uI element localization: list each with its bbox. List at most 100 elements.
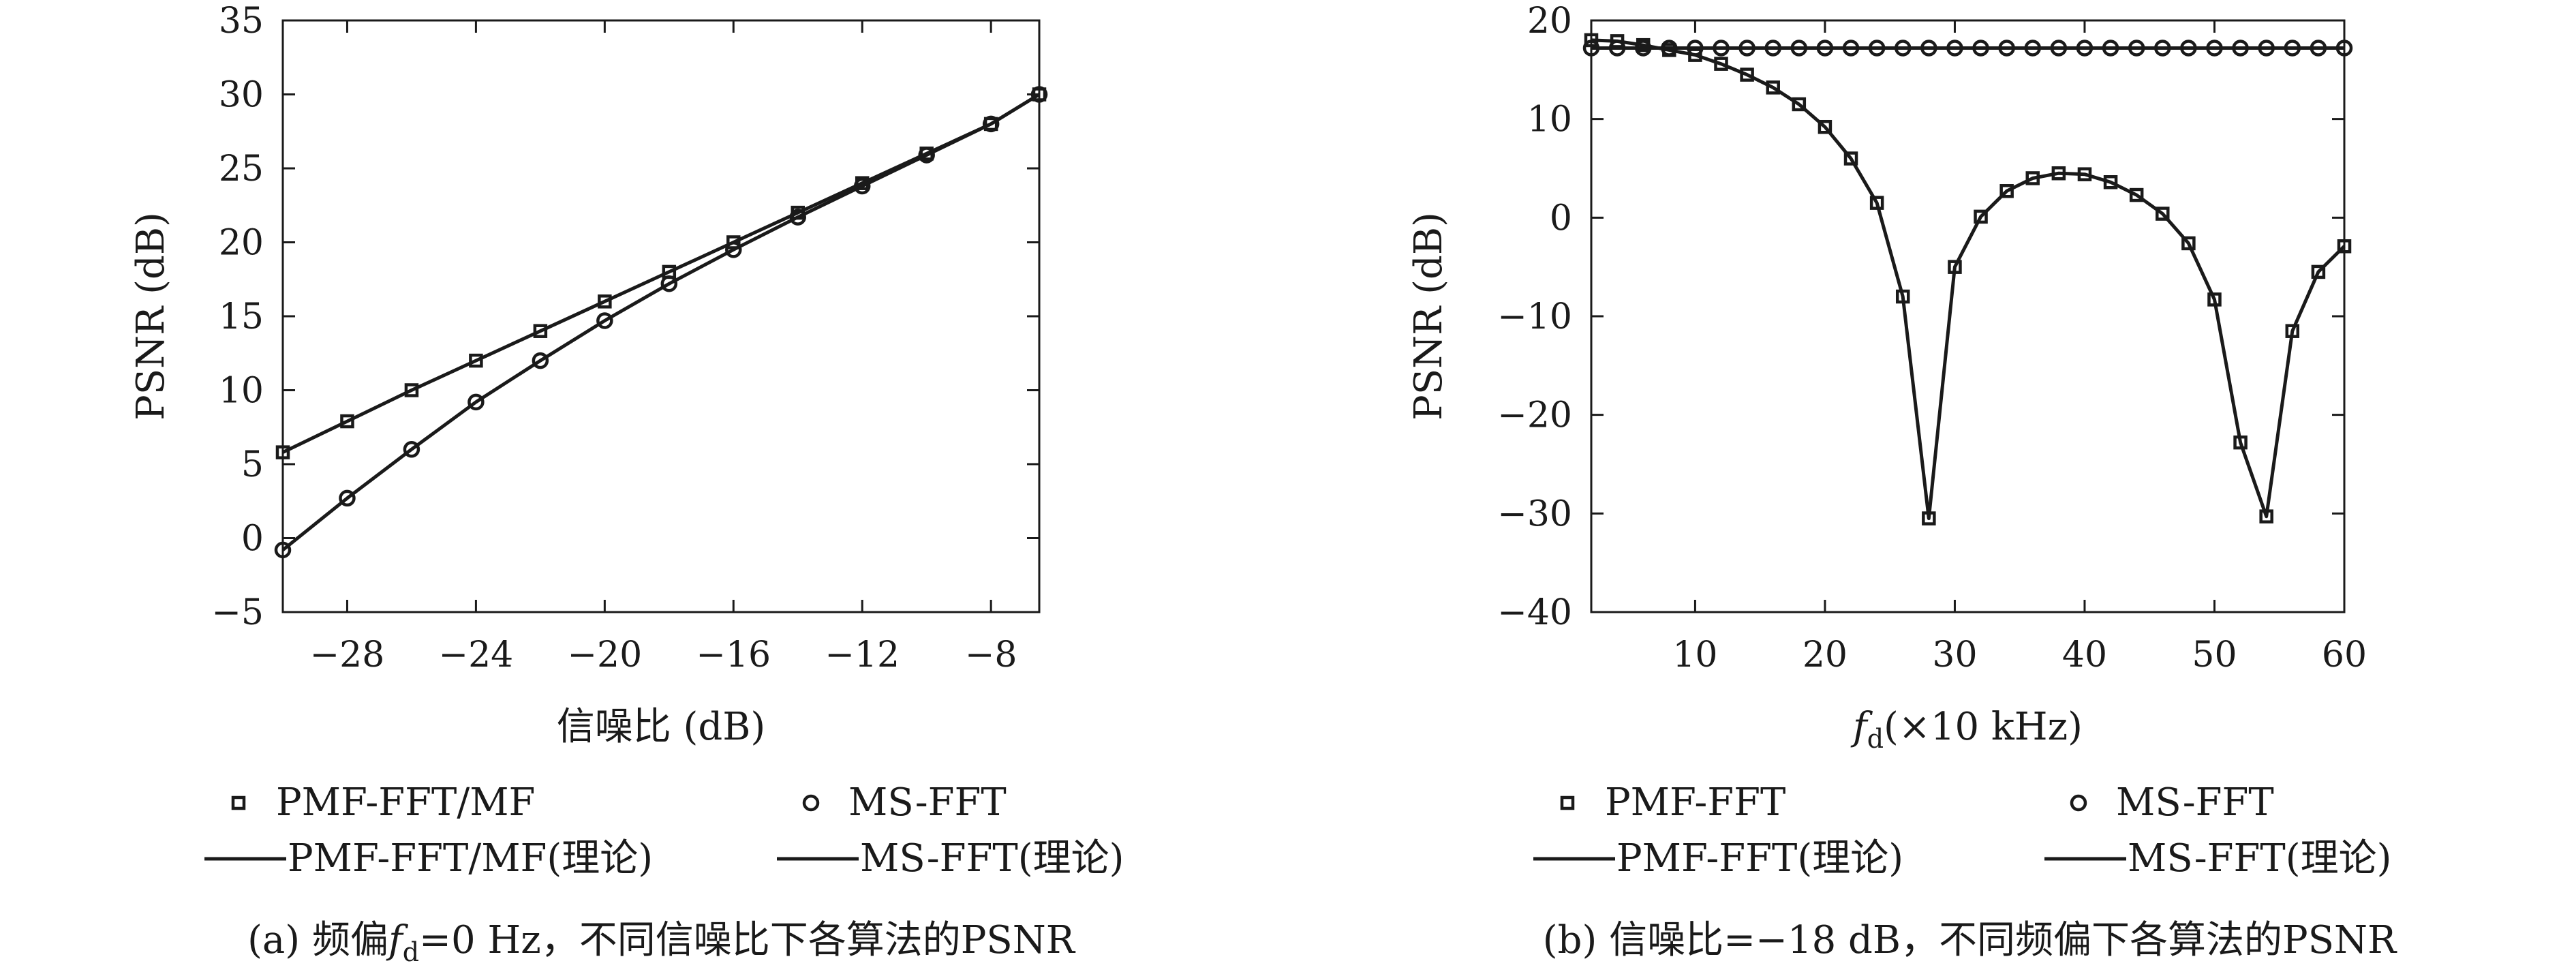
series-PMF-FFT [1584, 33, 2352, 526]
data-point [1792, 97, 1807, 112]
data-point [339, 489, 356, 507]
caption-subscript: d [403, 937, 419, 967]
data-point [275, 445, 290, 459]
data-point [660, 275, 678, 292]
y-tick-label: −20 [1497, 395, 1572, 436]
y-tick-label: 25 [219, 149, 264, 189]
legend: PMF-FFT MS-FFT PMF-FFT(理论) MS-FFT(理论) [1533, 780, 2391, 881]
y-tick-label: −40 [1497, 592, 1572, 633]
legend-item: MS-FFT(理论) [777, 836, 1124, 881]
legend-item: PMF-FFT/MF(理论) [204, 836, 653, 881]
legend-label: MS-FFT(理论) [2128, 836, 2391, 881]
caption-prefix: (a) 频偏 [247, 918, 388, 962]
y-tick-label: 15 [219, 296, 264, 337]
x-tick-label: −28 [310, 635, 385, 675]
caption: (a) 频偏fd=0 Hz，不同信噪比下各算法的PSNR [247, 918, 1076, 967]
y-tick-label: 10 [1527, 100, 1572, 140]
data-point [532, 352, 549, 369]
x-tick-label: 60 [2322, 635, 2367, 675]
y-tick-label: 0 [241, 519, 264, 560]
legend-label: MS-FFT [2116, 780, 2274, 825]
data-point [403, 441, 420, 458]
legend-label: MS-FFT [848, 780, 1007, 825]
y-tick-label: −30 [1497, 493, 1572, 534]
series-PMF-FFT(理论) [1591, 38, 2346, 521]
data-point [1030, 86, 1048, 103]
data-point [726, 235, 741, 249]
chart-panel-b: −40 −30 −20 −10 0 10 20 10 20 30 40 50 60 PSNR (dB) fd… [1407, 1, 2397, 962]
data-point [982, 115, 1000, 133]
data-point [2129, 187, 2144, 202]
x-tick-label: 20 [1803, 635, 1847, 675]
legend-item: PMF-FFT/MF [231, 780, 535, 825]
x-tick-label: −24 [439, 635, 514, 675]
legend-label: PMF-FFT/MF [276, 780, 535, 825]
x-axis-label-units: (×10 kHz) [1884, 705, 2083, 749]
data-point [1818, 119, 1833, 134]
series-PMF-FFT/MF [275, 87, 1047, 459]
legend-label: PMF-FFT [1605, 780, 1785, 825]
legend-marker-swatch [802, 794, 820, 812]
legend-label: PMF-FFT(理论) [1616, 836, 1903, 881]
series-line [1591, 38, 2346, 521]
series-MS-FFT [274, 86, 1048, 559]
y-tick-label: 20 [1527, 1, 1572, 42]
y-tick-label: 5 [241, 444, 264, 485]
data-point [274, 541, 292, 559]
data-point [1999, 184, 2014, 198]
x-tick-label: 30 [1932, 635, 1977, 675]
y-tick-label: 35 [219, 1, 264, 42]
legend-item: PMF-FFT(理论) [1533, 836, 1903, 881]
data-point [598, 294, 612, 309]
x-tick-label: 40 [2062, 635, 2107, 675]
legend-label: PMF-FFT/MF(理论) [288, 836, 653, 881]
y-tick-label: 20 [219, 223, 264, 264]
legend-item: PMF-FFT [1560, 780, 1785, 825]
x-tick-label: −12 [825, 635, 900, 675]
y-tick-label: 10 [219, 371, 264, 412]
chart-panel-a: −5 0 5 10 15 20 25 30 35 −28 −24 −20 −16 −12 −8 PSNR (d… [129, 1, 1124, 967]
data-point [1766, 80, 1780, 95]
data-point [340, 414, 354, 429]
y-tick-label: −10 [1497, 296, 1572, 337]
data-point [467, 393, 485, 411]
legend-marker-swatch [1560, 795, 1575, 810]
x-tick-label: 50 [2192, 635, 2237, 675]
data-point [2181, 236, 2196, 251]
y-tick-label: 0 [1550, 198, 1572, 239]
y-tick-label: 30 [219, 75, 264, 116]
x-tick-label: −16 [696, 635, 771, 675]
data-point [1843, 151, 1858, 166]
data-point [469, 353, 483, 368]
series-MS-FFT(理论) [281, 93, 1041, 551]
x-axis-label: fd(×10 kHz) [1850, 705, 2083, 754]
caption-suffix: =0 Hz，不同信噪比下各算法的PSNR [419, 918, 1076, 962]
caption: (b) 信噪比=−18 dB，不同频偏下各算法的PSNR [1543, 918, 2397, 962]
y-axis-label: PSNR (dB) [1407, 212, 1451, 421]
y-axis-label: PSNR (dB) [129, 212, 173, 421]
y-tick-label: −5 [211, 592, 264, 633]
plot-frame [1590, 19, 2346, 613]
data-point [1974, 209, 1988, 224]
x-tick-label: −8 [965, 635, 1017, 675]
legend-item: MS-FFT(理论) [2044, 836, 2391, 881]
series-line [281, 93, 1041, 551]
legend-label: MS-FFT(理论) [860, 836, 1124, 881]
data-point [2156, 207, 2170, 221]
data-point [404, 383, 419, 397]
x-tick-label: −20 [567, 635, 642, 675]
data-point [1740, 67, 1754, 82]
plot-frame [281, 19, 1041, 613]
x-axis-label: 信噪比 (dB) [557, 705, 766, 749]
data-point [2311, 264, 2326, 279]
x-tick-label: 10 [1672, 635, 1717, 675]
x-axis-label-subscript: d [1867, 724, 1884, 754]
legend-item: MS-FFT [802, 780, 1007, 825]
data-point [2337, 239, 2352, 254]
legend-marker-swatch [2070, 794, 2087, 812]
legend-item: MS-FFT [2070, 780, 2274, 825]
data-point [533, 324, 548, 338]
data-point [1714, 57, 1728, 71]
legend-marker-swatch [231, 795, 246, 810]
